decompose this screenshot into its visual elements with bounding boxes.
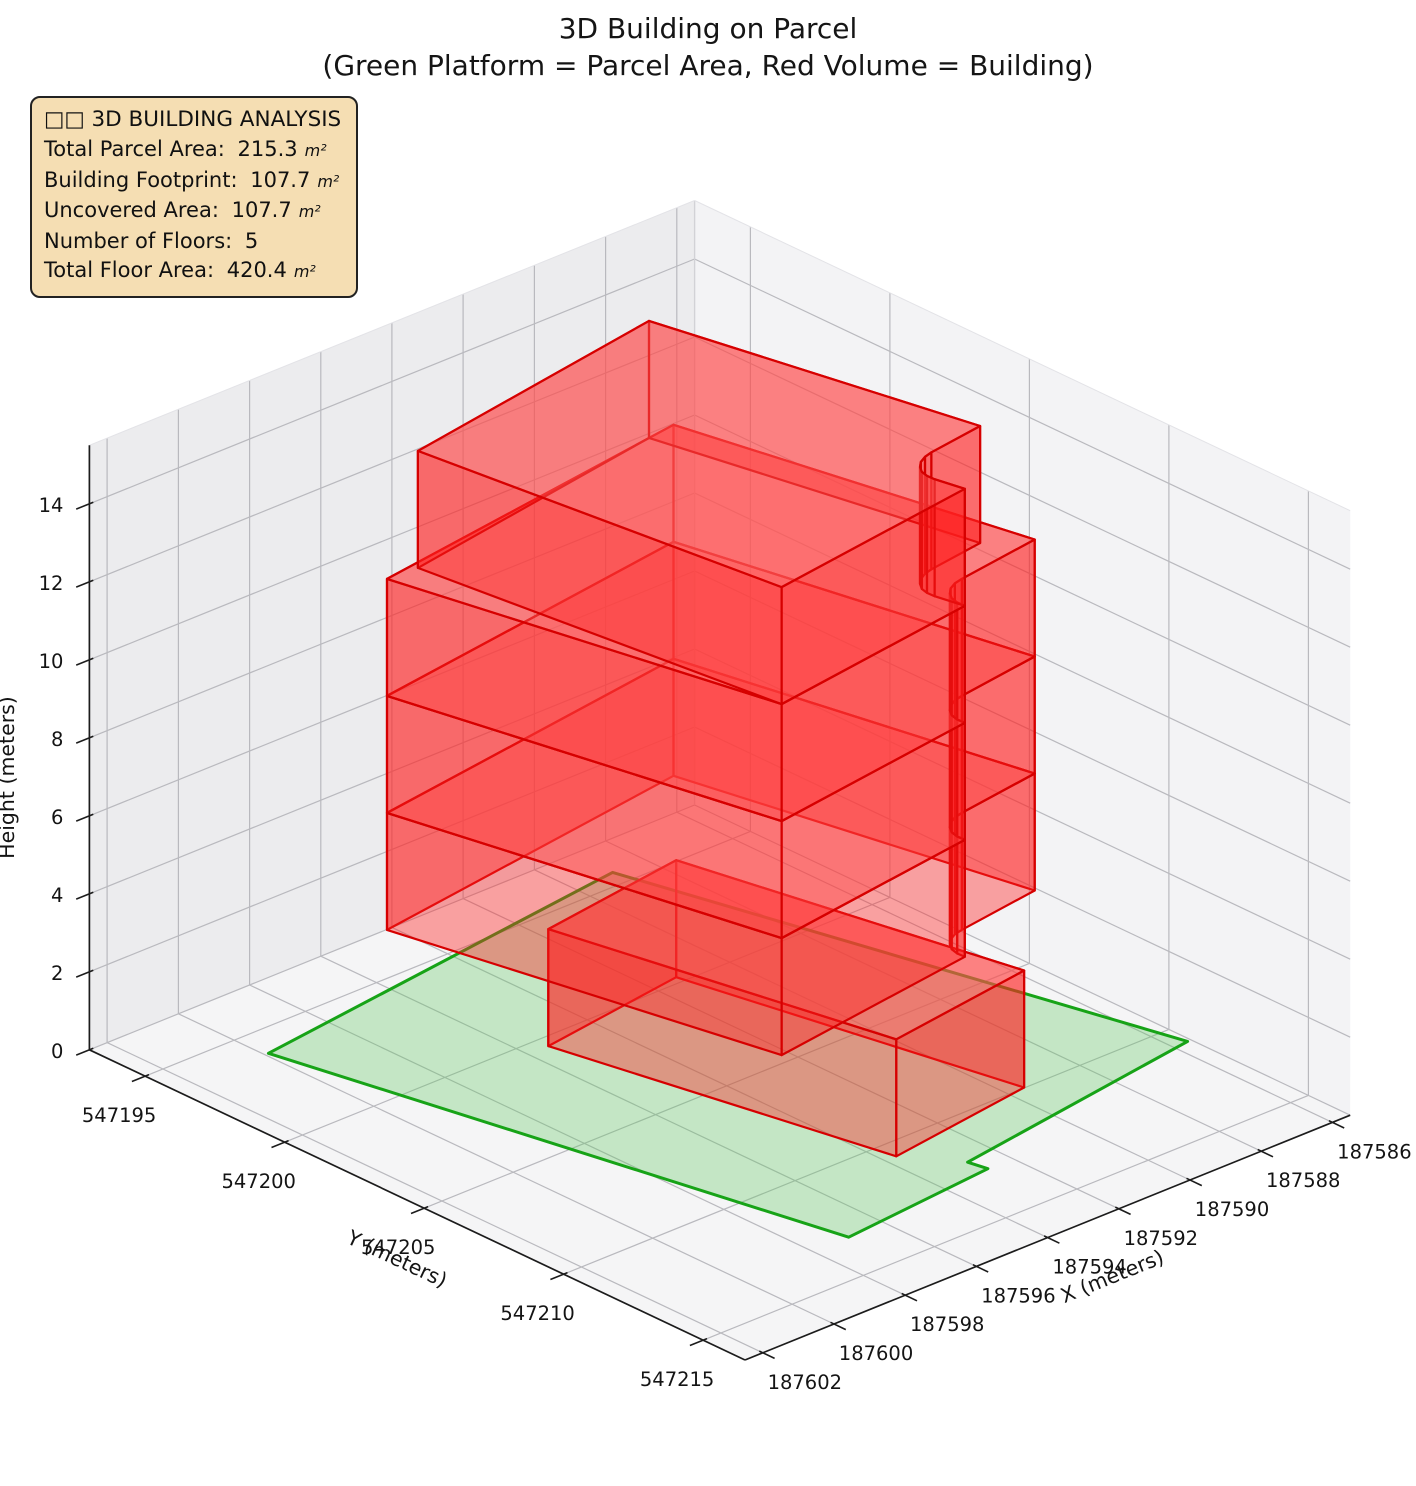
building-volume [385, 319, 1036, 1158]
x-tick-label: 187602 [768, 1371, 842, 1394]
chart-title-line2: (Green Platform = Parcel Area, Red Volum… [322, 49, 1094, 82]
x-tick-label: 187596 [981, 1284, 1055, 1307]
right-wall-pane [694, 200, 1351, 1116]
y-tick-label: 547215 [640, 1368, 714, 1391]
y-tick-label: 547200 [221, 1170, 295, 1193]
x-tick-label: 187588 [1266, 1169, 1340, 1192]
chart-title: 3D Building on Parcel (Green Platform = … [0, 10, 1416, 84]
info-line: Building Footprint: 107.7 m² [44, 167, 340, 192]
z-tick-label: 14 [39, 494, 64, 517]
floor-5-roof [416, 319, 982, 589]
x-tick-label: 187594 [1052, 1256, 1126, 1279]
z-tick-label: 8 [51, 728, 63, 751]
floor-5 [416, 319, 982, 706]
z-tick-label: 12 [39, 572, 64, 595]
z-tick-label: 6 [51, 806, 63, 829]
parcel-polygon [266, 870, 1190, 1239]
z-tick-label: 4 [51, 884, 63, 907]
x-tick-label: 187600 [839, 1342, 913, 1365]
y-tick-label: 547195 [82, 1104, 156, 1127]
info-line: Total Floor Area: 420.4 m² [44, 258, 316, 282]
y-tick-label: 547210 [500, 1302, 574, 1325]
z-tick-label: 0 [51, 1040, 63, 1063]
z-tick-label: 2 [51, 962, 63, 985]
parcel-area [266, 870, 1190, 1239]
axis-ticks-and-labels: 187586 187588 187590 187592 187594 187596 1875… [0, 494, 1412, 1394]
z-axis-label: Height (meters) [0, 696, 19, 859]
info-line: Total Parcel Area: 215.3 m² [44, 137, 327, 161]
info-box-lines: Total Parcel Area: 215.3 m² Building Footp… [44, 135, 341, 287]
x-tick-label: 187592 [1124, 1227, 1198, 1250]
grid-lines [89, 200, 1351, 1354]
info-line: Uncovered Area: 107.7 m² [44, 198, 321, 222]
info-box-title: □□ 3D BUILDING ANALYSIS [44, 107, 342, 132]
info-line: Number of Floors: 5 [44, 228, 259, 253]
x-tick-label: 187586 [1337, 1140, 1411, 1163]
y-tick-label: 547205 [361, 1236, 435, 1259]
chart-title-line1: 3D Building on Parcel [558, 12, 858, 45]
x-tick-label: 187598 [910, 1313, 984, 1336]
analysis-info-box: □□ 3D BUILDING ANALYSIS Total Parcel Are… [30, 96, 359, 298]
floor-1 [547, 859, 1026, 1158]
z-tick-label: 10 [39, 650, 64, 673]
x-tick-label: 187590 [1195, 1198, 1269, 1221]
floor-1-roof [547, 859, 1026, 1041]
